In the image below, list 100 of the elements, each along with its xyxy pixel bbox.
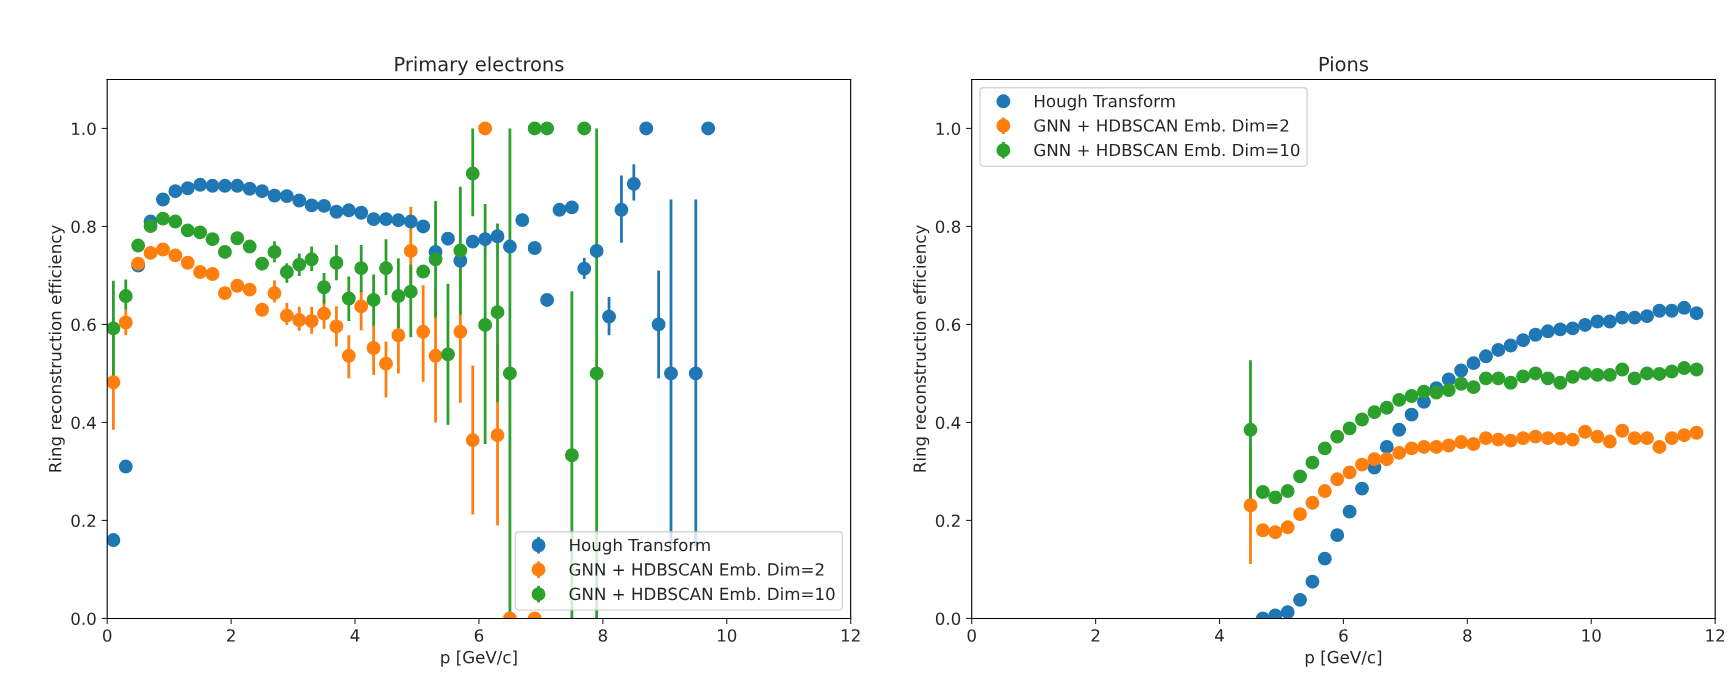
point [639, 121, 654, 136]
point [403, 214, 418, 229]
point [589, 366, 604, 381]
point [416, 324, 431, 339]
point [341, 291, 356, 306]
x-tick-label: 4 [350, 629, 360, 642]
point [267, 244, 282, 259]
x-axis-title: p [GeV/c] [1305, 650, 1382, 667]
point [1255, 485, 1270, 499]
point [1689, 306, 1704, 321]
point [688, 366, 703, 381]
x-tick-label: 2 [227, 629, 235, 642]
point [577, 261, 592, 276]
point [1342, 421, 1357, 436]
point [614, 202, 629, 217]
point [1689, 362, 1704, 377]
point [180, 181, 195, 196]
x-tick-label: 6 [474, 629, 484, 642]
point [1540, 371, 1555, 386]
point [391, 289, 406, 303]
point [255, 302, 270, 317]
point [1578, 366, 1593, 381]
point [304, 314, 319, 328]
y-tick-label: 0.4 [71, 416, 96, 430]
y-axis-title: Ring reconstruction efficiency [48, 225, 65, 472]
point [1330, 528, 1345, 543]
point [180, 223, 195, 238]
point [1528, 327, 1543, 342]
point [205, 232, 220, 247]
point [107, 533, 121, 547]
point [1664, 431, 1679, 446]
point [168, 214, 183, 229]
point [1540, 324, 1555, 339]
point [403, 284, 418, 299]
point [1590, 367, 1605, 382]
point [292, 313, 307, 327]
point [1293, 507, 1308, 522]
y-tick-label: 0.0 [935, 612, 961, 626]
point [193, 177, 208, 192]
point [193, 225, 208, 240]
point [1441, 438, 1456, 453]
point [589, 244, 604, 258]
legend-label: GNN + HDBSCAN Emb. Dim=2 [569, 562, 824, 576]
x-tick-label: 12 [841, 629, 860, 642]
point [242, 181, 257, 196]
x-tick-label: 10 [1582, 629, 1601, 642]
point [1602, 434, 1617, 449]
y-tick-label: 0.2 [71, 514, 96, 528]
point [1503, 338, 1518, 353]
point [1627, 310, 1642, 325]
point [1255, 523, 1270, 538]
point [1392, 392, 1407, 407]
point [1677, 428, 1692, 443]
point [1652, 366, 1667, 381]
point [230, 231, 245, 246]
point [1578, 424, 1593, 439]
point [1491, 342, 1506, 357]
x-tick-label: 2 [1091, 629, 1100, 642]
point [1293, 469, 1308, 484]
point [626, 176, 641, 191]
point [465, 234, 480, 249]
x-tick-label: 6 [1339, 629, 1348, 642]
point [453, 243, 468, 258]
point [379, 212, 393, 227]
point [1417, 384, 1431, 399]
point [1330, 472, 1345, 487]
point [1553, 375, 1568, 390]
point [205, 178, 220, 193]
point [1627, 431, 1642, 446]
point [416, 264, 431, 279]
y-tick-label: 1.0 [936, 122, 961, 136]
point [255, 256, 270, 271]
point [1565, 321, 1580, 336]
point [1317, 551, 1332, 566]
point [490, 229, 505, 244]
point [502, 239, 517, 254]
x-tick-label: 0 [102, 629, 112, 642]
point [465, 166, 480, 181]
point [329, 255, 344, 270]
point [1565, 369, 1580, 384]
point [1578, 318, 1593, 332]
point [1615, 362, 1630, 377]
point [1466, 437, 1481, 451]
point [354, 205, 369, 220]
point [107, 321, 121, 336]
point [292, 257, 307, 272]
point [217, 178, 232, 193]
point [465, 433, 480, 448]
point [1516, 369, 1531, 384]
point [1441, 383, 1456, 398]
point [1317, 441, 1332, 456]
y-tick-label: 0.0 [71, 612, 96, 626]
point [540, 121, 555, 136]
point [1478, 371, 1493, 386]
y-tick-label: 0.4 [935, 416, 961, 430]
point [602, 309, 616, 324]
y-tick-label: 0.8 [71, 220, 96, 234]
point [1677, 300, 1692, 315]
point [1602, 314, 1617, 329]
point [1330, 429, 1345, 444]
